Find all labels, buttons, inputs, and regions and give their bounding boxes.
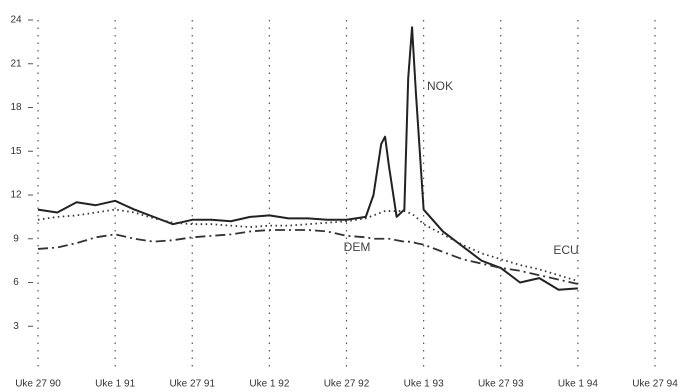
y-tick-label: 21 [10, 58, 22, 69]
x-tick-label: Uke 27 90 [15, 379, 61, 390]
x-tick-label: Uke 27 91 [169, 379, 215, 390]
x-tick-label: Uke 27 93 [478, 379, 524, 390]
x-tick-label: Uke 27 92 [324, 379, 370, 390]
x-tick-label: Uke 1 92 [249, 379, 289, 390]
series-label: ECU [553, 243, 578, 257]
y-tick-label: 15 [10, 146, 22, 157]
y-tick-label: 9 [13, 233, 19, 244]
y-tick-label: 12 [10, 190, 22, 201]
series-line [37, 208, 579, 282]
x-tick-label: Uke 27 94 [632, 379, 678, 390]
series-line [37, 229, 579, 285]
x-tick-label: Uke 1 93 [404, 379, 444, 390]
x-tick-label: Uke 1 94 [558, 379, 598, 390]
y-tick-label: 3 [13, 321, 19, 332]
series-line [37, 26, 578, 291]
y-tick-label: 6 [13, 277, 19, 288]
y-tick-label: 18 [10, 102, 22, 113]
y-tick-label: 24 [10, 15, 22, 26]
series-label: DEM [344, 240, 371, 254]
x-tick-label: Uke 1 91 [95, 379, 135, 390]
series-label: NOK [427, 79, 453, 93]
